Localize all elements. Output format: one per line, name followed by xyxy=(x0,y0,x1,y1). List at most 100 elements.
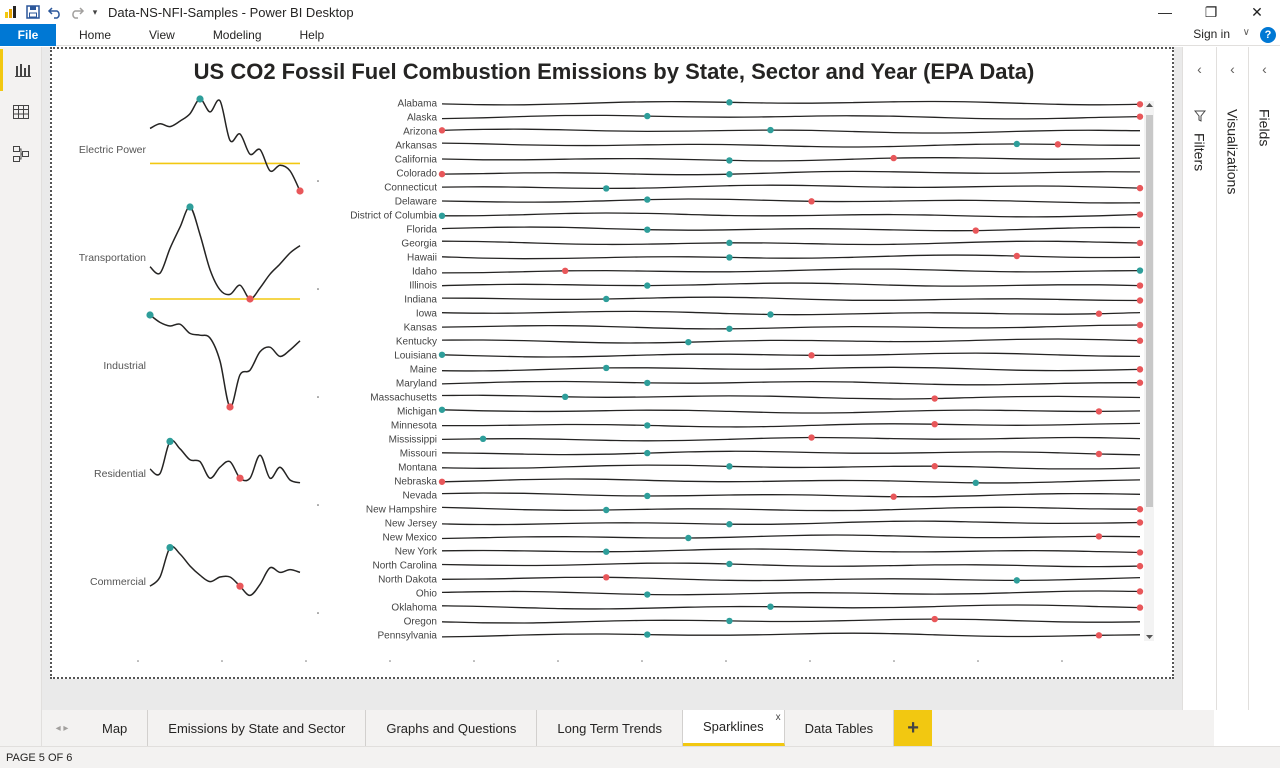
page-tab-long-term-trends[interactable]: Long Term Trends xyxy=(537,710,683,746)
state-low-marker xyxy=(1095,408,1103,415)
filters-pane[interactable]: ‹ Filters xyxy=(1182,47,1216,710)
state-low-marker xyxy=(438,170,446,178)
state-high-marker xyxy=(726,521,733,528)
state-high-marker xyxy=(1013,140,1021,148)
state-low-marker xyxy=(1136,379,1144,386)
page-tab-sparklines[interactable]: Sparklines x xyxy=(682,710,785,746)
restore-button[interactable]: ❐ xyxy=(1204,3,1218,20)
state-high-marker xyxy=(726,254,733,261)
state-label: Missouri xyxy=(400,449,437,460)
state-label: Alabama xyxy=(398,99,438,110)
page-tab-emissions-by-state-and-sector[interactable]: Emissions by State and Sector xyxy=(148,710,367,746)
state-sparkline xyxy=(441,534,1141,540)
visualizations-pane-label: Visualizations xyxy=(1224,109,1241,195)
visualizations-pane[interactable]: ‹ Visualizations xyxy=(1216,47,1248,710)
state-label: Nebraska xyxy=(394,477,437,488)
state-label: New Jersey xyxy=(385,519,437,530)
page-tab-map[interactable]: Map xyxy=(82,710,149,746)
state-low-marker xyxy=(1136,184,1144,192)
state-sparkline xyxy=(441,114,1141,120)
tab-modeling[interactable]: Modeling xyxy=(212,27,262,42)
state-low-marker xyxy=(1136,297,1144,304)
state-sparkline xyxy=(441,338,1141,344)
close-button[interactable]: ✕ xyxy=(1251,3,1263,20)
report-view-icon[interactable] xyxy=(0,49,42,91)
state-label: Alaska xyxy=(407,113,437,124)
state-label: Illinois xyxy=(409,281,437,292)
power-bi-logo-icon xyxy=(0,1,22,23)
tab-help[interactable]: Help xyxy=(299,27,325,42)
close-tab-icon[interactable]: x xyxy=(775,712,781,723)
visualizations-collapse-chevron-icon[interactable]: ‹ xyxy=(1230,61,1235,77)
tab-home[interactable]: Home xyxy=(79,27,112,42)
sign-in-link[interactable]: Sign in xyxy=(1193,27,1230,41)
quick-access-dropdown-icon[interactable]: ▾ xyxy=(92,6,98,17)
sector-sparkline xyxy=(149,545,301,597)
state-label: New York xyxy=(395,547,438,558)
state-high-marker xyxy=(644,196,651,203)
scroll-down-arrow-icon xyxy=(1146,635,1153,639)
sector-sparkline xyxy=(149,98,301,192)
ribbon-expand-chevron-icon[interactable]: ∨ xyxy=(1242,27,1250,38)
state-high-marker xyxy=(1013,577,1021,584)
state-sparkline xyxy=(441,128,1141,134)
state-low-marker xyxy=(1095,310,1103,317)
redo-icon[interactable] xyxy=(66,1,88,23)
state-sparkline xyxy=(441,590,1141,596)
sector-label: Residential xyxy=(94,468,146,480)
minimize-button[interactable]: — xyxy=(1158,4,1172,20)
sector-high-marker xyxy=(166,437,174,445)
state-low-marker xyxy=(1136,211,1144,218)
sector-high-marker xyxy=(146,311,154,319)
page-tab-label: Graphs and Questions xyxy=(386,720,517,736)
data-view-icon[interactable] xyxy=(0,91,42,133)
axis-tick-dot xyxy=(809,660,811,662)
save-icon[interactable] xyxy=(22,1,44,23)
axis-tick-dot xyxy=(221,660,223,662)
page-tab-graphs-and-questions[interactable]: Graphs and Questions xyxy=(366,710,538,746)
page-tab-data-tables[interactable]: Data Tables xyxy=(784,710,895,746)
undo-icon[interactable] xyxy=(44,1,66,23)
state-sparkline xyxy=(441,184,1141,190)
state-label: Idaho xyxy=(412,267,437,278)
ribbon-tabs: File Home View Modeling Help Sign in ∨ ? xyxy=(0,23,1280,46)
page-tab-label: Emissions by State and Sector xyxy=(168,720,346,736)
state-sparkline xyxy=(441,548,1141,554)
state-label: Colorado xyxy=(396,169,437,180)
file-tab[interactable]: File xyxy=(0,23,56,46)
add-page-button[interactable]: + xyxy=(894,710,933,746)
state-sparkline xyxy=(441,282,1141,287)
sector-low-marker xyxy=(236,582,244,590)
tab-view[interactable]: View xyxy=(149,27,175,42)
state-label: California xyxy=(395,155,438,166)
state-sparkline xyxy=(441,142,1141,148)
model-view-icon[interactable] xyxy=(0,133,42,175)
fields-pane[interactable]: ‹ Fields xyxy=(1248,47,1280,710)
state-sparkline xyxy=(441,380,1141,386)
state-sparkline xyxy=(441,520,1141,526)
axis-tick-dot xyxy=(137,660,139,662)
state-high-marker xyxy=(726,99,733,106)
view-switcher-rail xyxy=(0,47,42,747)
state-high-marker xyxy=(726,171,733,178)
state-sparkline xyxy=(441,618,1141,624)
fields-collapse-chevron-icon[interactable]: ‹ xyxy=(1262,61,1267,77)
state-sparkline xyxy=(441,198,1141,204)
sector-label: Electric Power xyxy=(79,144,147,156)
state-label: Arizona xyxy=(403,127,437,138)
help-icon[interactable]: ? xyxy=(1260,27,1276,43)
state-label: Arkansas xyxy=(395,141,437,152)
state-sparkline xyxy=(441,170,1141,176)
filters-collapse-chevron-icon[interactable]: ‹ xyxy=(1197,61,1202,77)
state-label: Ohio xyxy=(416,589,438,600)
state-sparkline xyxy=(441,394,1141,400)
state-low-marker xyxy=(1136,101,1144,108)
state-label: Florida xyxy=(406,225,437,236)
state-high-marker xyxy=(644,379,651,387)
tab-scroll-arrows-icon[interactable]: ◂ ▸ xyxy=(55,722,69,734)
state-high-marker xyxy=(726,560,733,568)
state-high-marker xyxy=(561,393,569,401)
state-low-marker xyxy=(1136,549,1144,556)
state-low-marker xyxy=(1136,321,1144,329)
